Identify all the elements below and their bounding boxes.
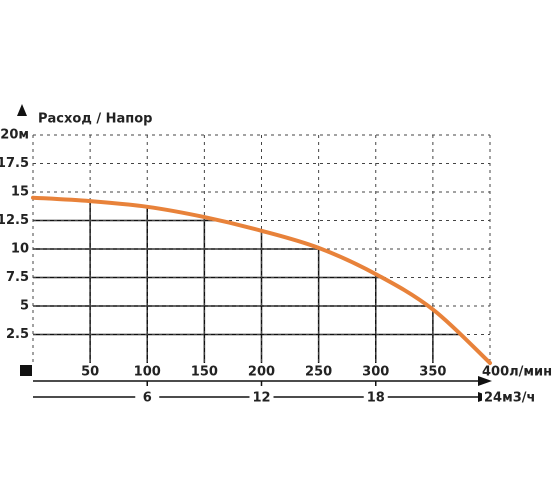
x2-tick-label: 6 [143,391,152,406]
x2-label-bg [482,388,544,406]
x-axis-arrow [478,376,492,386]
x2-label-bg [135,388,160,406]
x-tick-label: 300 [362,365,389,380]
origin-marker [20,365,32,376]
x2-tick-label: 18 [367,391,385,406]
x-tick-label: 250 [305,365,332,380]
x2-label-bg [249,388,274,406]
x2-label-bg [363,388,388,406]
x-tick-label: 100 [134,365,161,380]
y-tick-label: 5 [20,299,29,314]
x-tick-label: 200 [248,365,275,380]
x2-tick-label: 24м3/ч [484,391,535,406]
y-tick-label: 15 [11,185,29,200]
y-axis-arrow [17,104,27,116]
x-tick-label: 50 [81,365,99,380]
y-tick-label: 17.5 [0,156,29,171]
y-tick-label: 10 [11,242,29,257]
y-tick-label: 2.5 [6,327,29,342]
y-tick-label: 7.5 [6,270,29,285]
x2-tick-label: 12 [252,391,270,406]
curve [31,195,492,365]
chart-title: Расход / Напор [38,112,153,127]
y-tick-label: 20м [0,128,29,143]
x-tick-label: 150 [191,365,218,380]
y-tick-label: 12.5 [0,213,29,228]
x-tick-label: 400л/мин [482,365,552,380]
x-tick-label: 350 [419,365,446,380]
